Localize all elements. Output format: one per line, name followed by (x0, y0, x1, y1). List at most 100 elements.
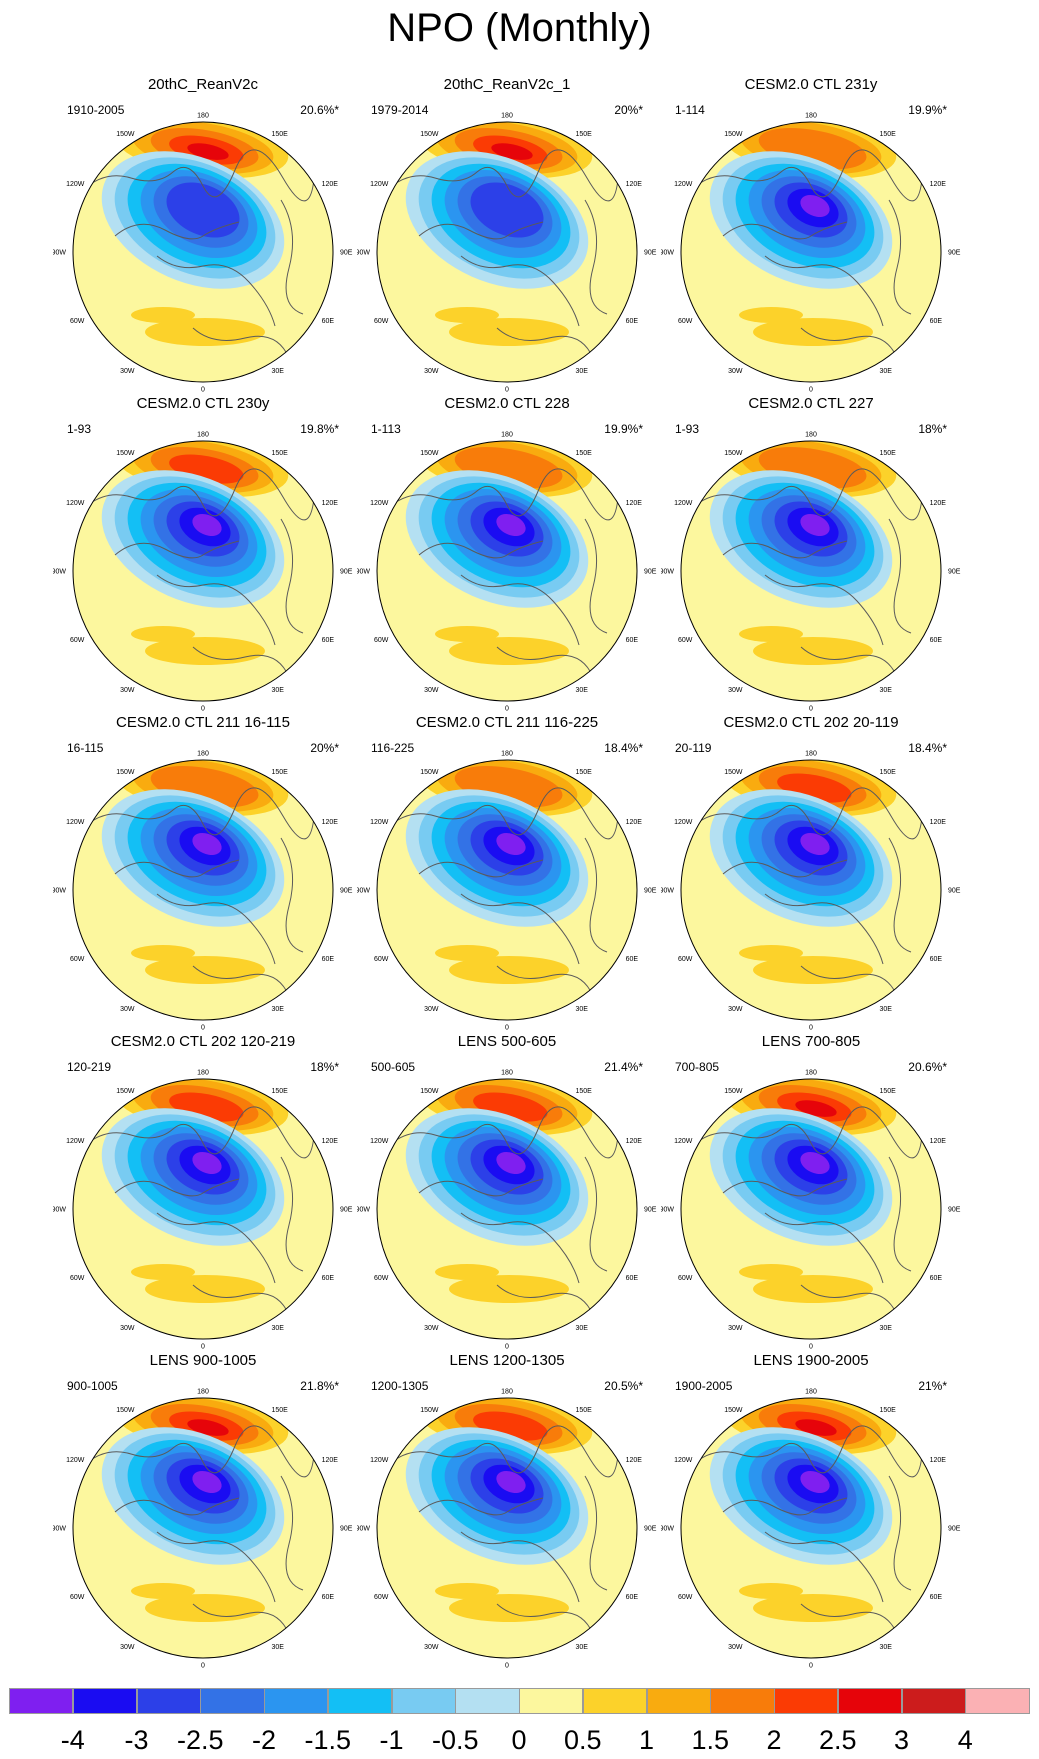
atlantic-positive-anomaly (145, 956, 265, 984)
longitude-label: 60W (678, 1594, 693, 1601)
longitude-label: 0 (809, 1025, 813, 1032)
longitude-label: 150W (724, 131, 743, 138)
polar-map: 180 150E 120E 90E 60E 30E 0 30W 60W 90W 120W 150W (357, 432, 657, 713)
polar-map: 180 150E 120E 90E 60E 30E 0 30W 60W 90W 120W 150W (357, 751, 657, 1032)
longitude-label: 90W (661, 250, 674, 257)
map-boundary (680, 759, 942, 1021)
arctic-negative-anomaly (800, 194, 830, 218)
coastline (690, 1106, 924, 1316)
longitude-label: 0 (809, 387, 813, 394)
atlantic-positive-anomaly (753, 318, 873, 346)
atlantic-positive-anomaly (449, 1594, 569, 1622)
map-panel: LENS 900-1005 900-1005 21.8%* 180 150E 120E 90… (53, 1352, 353, 1670)
map-panel: CESM2.0 CTL 202 20-119 20-119 18.4%* 180 150… (661, 714, 961, 1032)
coastline (82, 468, 316, 678)
map-panel: LENS 1200-1305 1200-1305 20.5%* 180 150E 120E… (357, 1352, 657, 1670)
longitude-label: 90E (644, 569, 657, 576)
polar-map: 180 150E 120E 90E 60E 30E 0 30W 60W 90W 120W 150W (661, 113, 961, 394)
longitude-label: 90E (948, 1526, 961, 1533)
polar-map: 180 150E 120E 90E 60E 30E 0 30W 60W 90W 120W 150W (661, 1389, 961, 1670)
longitude-label: 120E (930, 819, 947, 826)
panel-variance: 19.9%* (604, 422, 643, 436)
panel-title: CESM2.0 CTL 202 20-119 (723, 714, 899, 731)
panel-period: 116-225 (371, 741, 415, 755)
longitude-label: 60W (374, 956, 389, 963)
longitude-label: 90E (948, 1207, 961, 1214)
longitude-label: 120W (674, 1457, 693, 1464)
panel-variance: 18%* (918, 422, 947, 436)
colorbar-tick-label: -1 (379, 1725, 404, 1755)
polar-map: 180 150E 120E 90E 60E 30E 0 30W 60W 90W 120W 150W (661, 751, 961, 1032)
longitude-label: 150E (272, 1407, 289, 1414)
panel-period: 1900-2005 (675, 1379, 733, 1393)
longitude-label: 150E (576, 450, 593, 457)
panel-period: 1-93 (67, 422, 92, 436)
colorbar: -4 -3 -2.5 -2 -1.5 -1 -0.5 0 0.5 1 1.5 2 2.5 3 4 (9, 1688, 1030, 1759)
longitude-label: 150W (420, 1407, 439, 1414)
longitude-label: 90W (357, 1207, 370, 1214)
longitude-label: 30W (424, 1644, 439, 1651)
arctic-negative-anomaly (800, 832, 830, 856)
colorbar-swatch (327, 1688, 392, 1714)
longitude-label: 90W (53, 1526, 66, 1533)
arctic-negative-anomaly (192, 1470, 222, 1494)
map-panel: CESM2.0 CTL 202 120-219 120-219 18%* 180 150… (53, 1033, 353, 1351)
longitude-label: 30W (120, 1325, 135, 1332)
panel-title: 20thC_ReanV2c_1 (443, 76, 571, 93)
longitude-label: 30E (880, 368, 893, 375)
longitude-label: 150E (272, 1088, 289, 1095)
colorbar-swatch (774, 1688, 839, 1714)
longitude-label: 0 (505, 706, 509, 713)
longitude-label: 120E (626, 500, 643, 507)
longitude-label: 180 (197, 1070, 209, 1077)
longitude-label: 0 (505, 1663, 509, 1670)
pacific-positive-anomaly (187, 1419, 229, 1436)
coastline (690, 468, 924, 678)
polar-map: 180 150E 120E 90E 60E 30E 0 30W 60W 90W 120W 150W (53, 113, 353, 394)
atlantic-positive-anomaly (435, 1583, 499, 1599)
atlantic-positive-anomaly (131, 1583, 195, 1599)
panel-period: 120-219 (67, 1060, 112, 1074)
longitude-label: 90E (644, 1207, 657, 1214)
panel-period: 700-805 (675, 1060, 720, 1074)
longitude-label: 60W (70, 637, 85, 644)
atlantic-positive-anomaly (753, 1275, 873, 1303)
panel-period: 1-113 (371, 422, 401, 436)
panel-title: LENS 500-605 (457, 1033, 557, 1050)
arctic-negative-anomaly (496, 1151, 526, 1175)
longitude-label: 60E (626, 318, 639, 325)
longitude-label: 90W (53, 1207, 66, 1214)
panel-variance: 18%* (310, 1060, 339, 1074)
longitude-label: 30E (576, 1006, 589, 1013)
longitude-label: 150W (116, 131, 135, 138)
atlantic-positive-anomaly (145, 1594, 265, 1622)
map-boundary (72, 1078, 334, 1340)
panel-period: 1910-2005 (67, 103, 125, 117)
longitude-label: 120E (626, 1457, 643, 1464)
longitude-label: 0 (809, 706, 813, 713)
longitude-label: 60E (930, 318, 943, 325)
pacific-positive-anomaly (795, 1419, 837, 1436)
longitude-label: 0 (201, 387, 205, 394)
longitude-label: 60W (374, 318, 389, 325)
map-panel: CESM2.0 CTL 227 1-93 18%* 180 150E 120E 90E 60E… (661, 395, 961, 713)
arctic-negative-anomaly (192, 832, 222, 856)
colorbar-tick-label: -0.5 (431, 1725, 479, 1755)
longitude-label: 60E (930, 956, 943, 963)
colorbar-tick-label: 4 (957, 1725, 973, 1755)
longitude-label: 30W (728, 1325, 743, 1332)
longitude-label: 60W (678, 1275, 693, 1282)
colorbar-tick-label: -1.5 (304, 1725, 352, 1755)
longitude-label: 60W (678, 318, 693, 325)
map-panel: LENS 700-805 700-805 20.6%* 180 150E 120E 90E 6… (661, 1033, 961, 1351)
longitude-label: 30W (424, 368, 439, 375)
longitude-label: 180 (197, 1389, 209, 1396)
panel-title: CESM2.0 CTL 228 (444, 395, 570, 412)
coastline (82, 1106, 316, 1316)
longitude-label: 90W (53, 888, 66, 895)
longitude-label: 0 (201, 1663, 205, 1670)
longitude-label: 150E (576, 1407, 593, 1414)
panel-period: 16-115 (67, 741, 104, 755)
coastline (386, 1106, 620, 1316)
colorbar-tick-label: 1 (638, 1725, 655, 1755)
